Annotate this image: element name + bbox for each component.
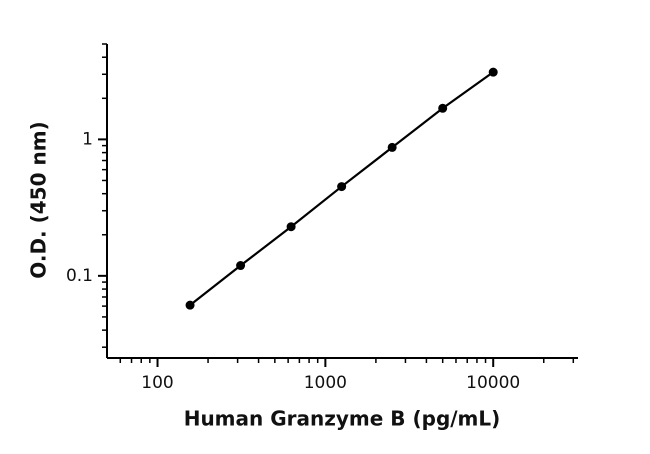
y-axis-label: O.D. (450 nm) (27, 121, 51, 278)
x-tick-label: 10000 (466, 373, 520, 393)
data-point (185, 300, 195, 310)
x-tick-label: 100 (141, 373, 173, 393)
data-point (236, 261, 246, 271)
data-point (387, 142, 397, 152)
y-tick-label: 0.1 (66, 266, 93, 286)
y-tick-label: 1 (82, 129, 93, 149)
data-point (438, 103, 448, 113)
data-point (337, 182, 347, 192)
x-tick-label: 1000 (304, 373, 347, 393)
data-point (488, 67, 498, 77)
x-axis-label: Human Granzyme B (pg/mL) (184, 407, 501, 431)
data-point (286, 222, 296, 232)
